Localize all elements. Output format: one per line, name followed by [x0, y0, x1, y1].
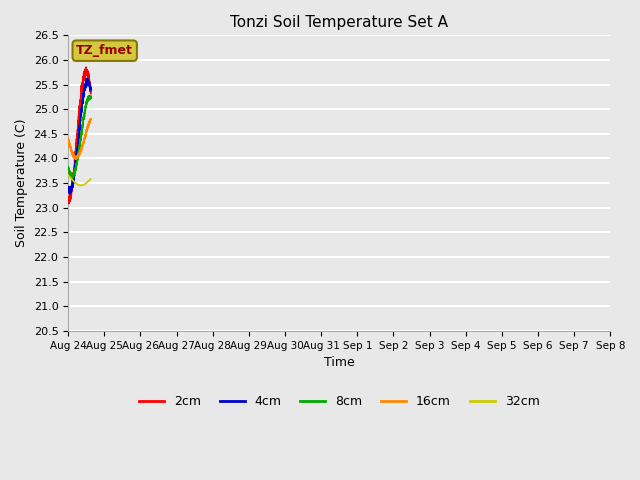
X-axis label: Time: Time [324, 356, 355, 369]
Text: TZ_fmet: TZ_fmet [76, 44, 133, 57]
Y-axis label: Soil Temperature (C): Soil Temperature (C) [15, 119, 28, 247]
Legend: 2cm, 4cm, 8cm, 16cm, 32cm: 2cm, 4cm, 8cm, 16cm, 32cm [134, 390, 545, 413]
Title: Tonzi Soil Temperature Set A: Tonzi Soil Temperature Set A [230, 15, 448, 30]
